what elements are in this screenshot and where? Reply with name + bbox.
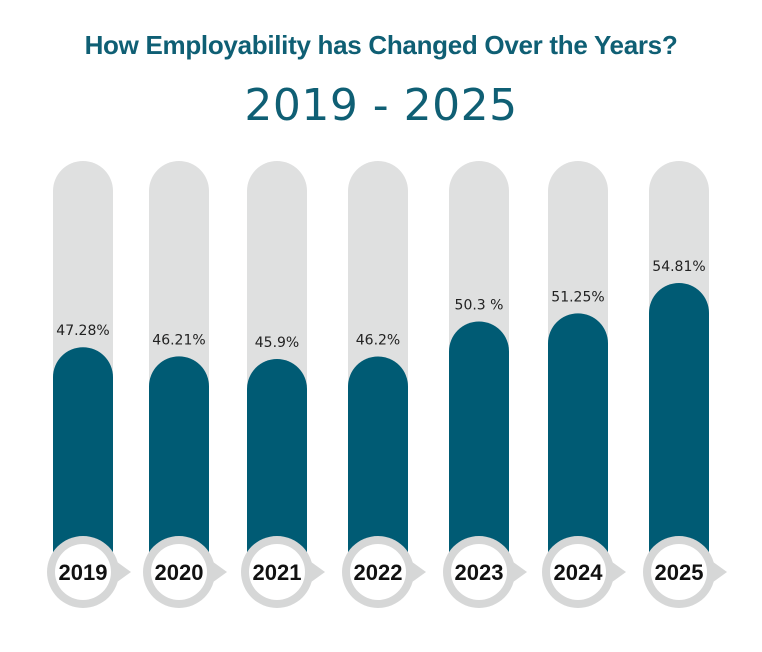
value-label-2025: 54.81% [652, 259, 705, 275]
bar-2024 [548, 313, 608, 570]
value-label-2024: 51.25% [551, 289, 604, 305]
x-tick-label-2019: 2019 [59, 560, 108, 585]
x-tick-label-2022: 2022 [354, 560, 403, 585]
value-label-2020: 46.21% [152, 332, 205, 348]
year-node-2020: 2020 [143, 536, 227, 608]
value-labels: 47.28% 46.21% 45.9% 46.2% 50.3 % 51.25% 54.81% [56, 259, 705, 351]
year-timeline: 2019 2020 2021 2022 2023 2024 2025 [47, 536, 727, 608]
year-circle-fill [55, 544, 111, 600]
value-label-2022: 46.2% [356, 332, 400, 348]
x-tick-label-2020: 2020 [155, 560, 204, 585]
bar-2020 [149, 356, 209, 570]
bar-2022 [348, 356, 408, 570]
x-tick-label-2023: 2023 [455, 560, 504, 585]
year-circle-fill [550, 544, 606, 600]
year-node-2019: 2019 [47, 536, 131, 608]
year-node-2025: 2025 [643, 536, 727, 608]
x-tick-label-2025: 2025 [655, 560, 704, 585]
chart-title: How Employability has Changed Over the Y… [84, 30, 678, 60]
year-circle-fill [651, 544, 707, 600]
x-tick-label-2024: 2024 [554, 560, 604, 585]
year-node-2022: 2022 [342, 536, 426, 608]
x-tick-label-2021: 2021 [253, 560, 302, 585]
year-node-2021: 2021 [241, 536, 325, 608]
year-circle-fill [249, 544, 305, 600]
year-circle-fill [350, 544, 406, 600]
bar-2023 [449, 321, 509, 570]
value-label-2021: 45.9% [255, 335, 299, 351]
bar-2025 [649, 283, 709, 570]
chart-subtitle: 2019 - 2025 [244, 80, 518, 131]
value-label-2023: 50.3 % [455, 297, 504, 313]
year-node-2023: 2023 [443, 536, 527, 608]
year-circle-fill [451, 544, 507, 600]
bar-2019 [53, 347, 113, 570]
bars [53, 283, 709, 570]
year-circle-fill [151, 544, 207, 600]
bar-2021 [247, 359, 307, 570]
value-label-2019: 47.28% [56, 323, 109, 339]
year-node-2024: 2024 [542, 536, 626, 608]
